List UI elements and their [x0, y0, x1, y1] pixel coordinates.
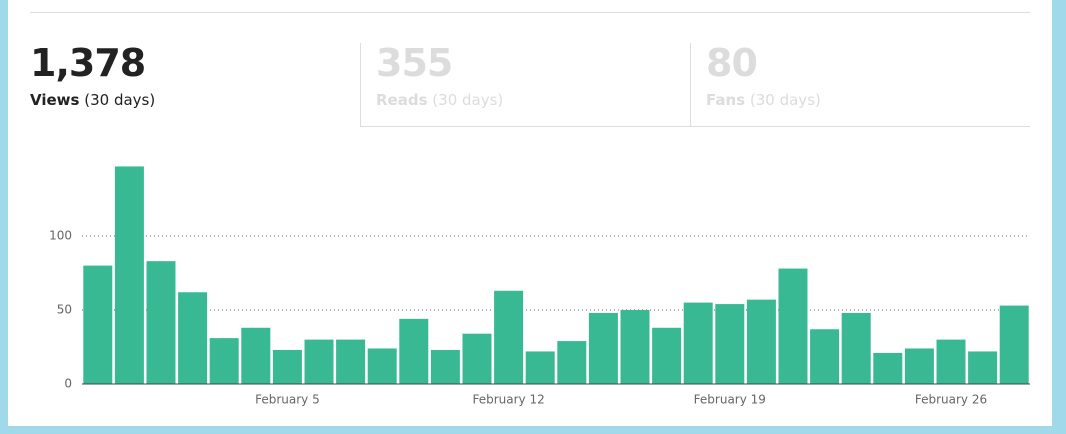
bar	[430, 349, 460, 384]
tab[interactable]: 1,378 Views (30 days)	[30, 43, 360, 127]
bar	[494, 290, 524, 384]
bar	[620, 310, 650, 384]
bar	[652, 327, 682, 384]
tab[interactable]: 355 Reads (30 days)	[360, 43, 690, 127]
tab-period: (30 days)	[432, 91, 504, 109]
x-tick-label: February 19	[694, 393, 766, 407]
tab-period: (30 days)	[84, 91, 156, 109]
bar	[715, 304, 745, 384]
bar	[746, 299, 776, 384]
bar	[936, 339, 966, 384]
tab-label: Fans	[706, 91, 746, 109]
bar	[146, 261, 176, 384]
bar	[588, 312, 618, 384]
bar	[968, 351, 998, 384]
x-tick-label: February 12	[472, 393, 544, 407]
bar	[525, 351, 555, 384]
bar	[304, 339, 334, 384]
y-tick-label: 0	[64, 377, 72, 391]
tab-label: Reads	[376, 91, 428, 109]
bar	[114, 166, 144, 384]
tab[interactable]: 80 Fans (30 days)	[690, 43, 1030, 127]
bar	[399, 318, 429, 384]
x-tick-label: February 26	[915, 393, 987, 407]
bar	[272, 349, 302, 384]
y-tick-label: 100	[49, 229, 72, 243]
bar	[557, 341, 587, 384]
bar	[810, 329, 840, 384]
bar	[778, 268, 808, 384]
bar	[873, 352, 903, 384]
tab-number: 1,378	[30, 41, 146, 85]
bar	[683, 302, 713, 384]
bar	[367, 348, 397, 384]
bar	[178, 292, 208, 384]
bar	[336, 339, 366, 384]
bar	[904, 348, 934, 384]
bar	[241, 327, 271, 384]
bar	[209, 338, 239, 384]
tab-label: Views	[30, 91, 80, 109]
bar	[841, 312, 871, 384]
bar	[462, 333, 492, 384]
bar	[83, 265, 113, 384]
y-tick-label: 50	[57, 303, 72, 317]
tab-number: 80	[706, 41, 758, 85]
divider	[30, 12, 1030, 13]
x-tick-label: February 5	[255, 393, 320, 407]
bar	[999, 305, 1029, 384]
tab-period: (30 days)	[749, 91, 821, 109]
tab-number: 355	[376, 41, 453, 85]
